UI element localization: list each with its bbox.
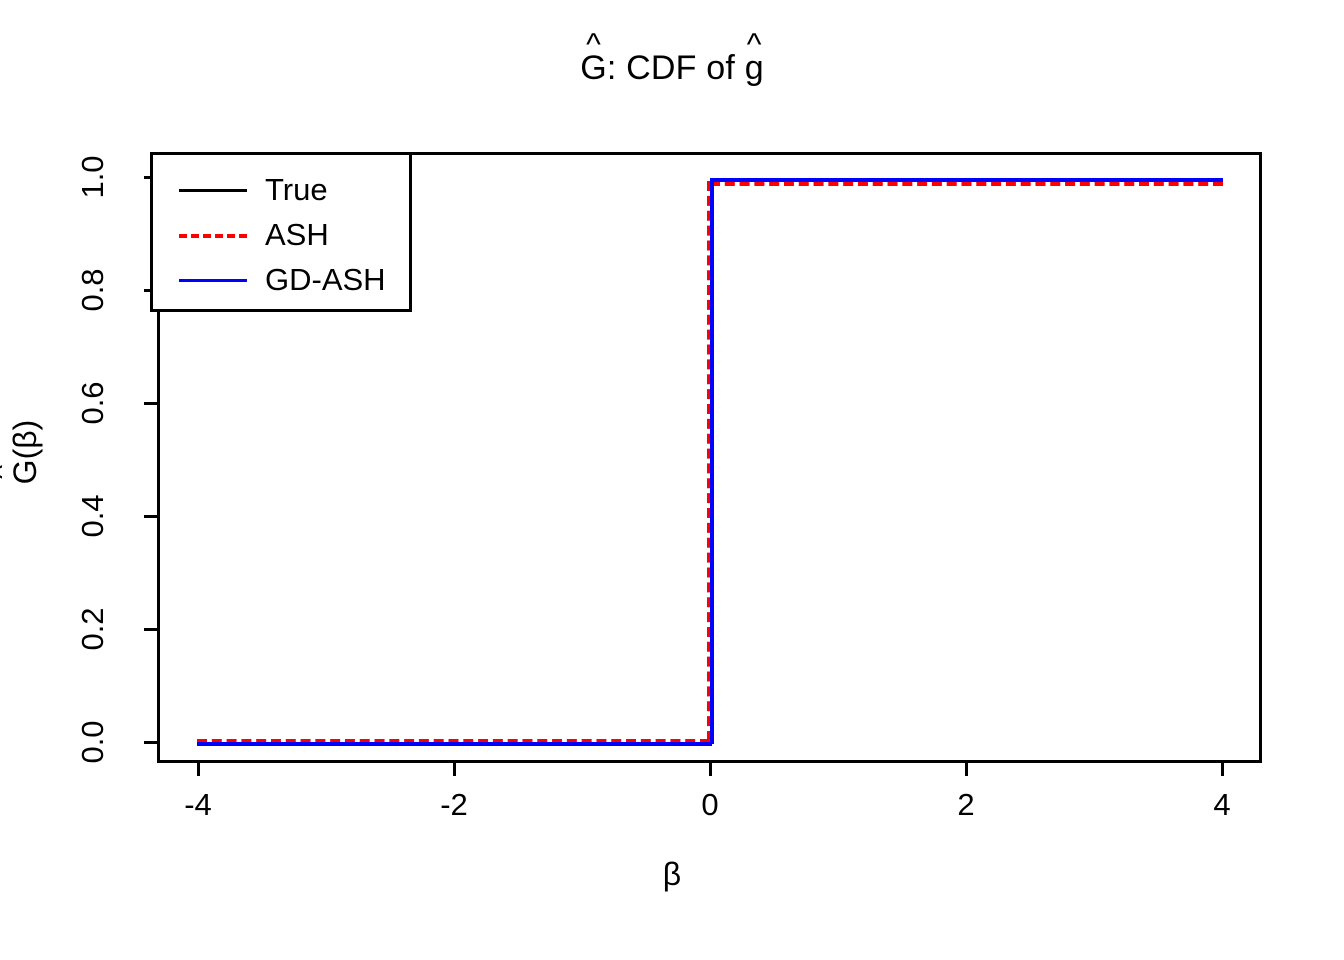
- title-g-lower: g: [744, 49, 764, 87]
- data-panel: [157, 152, 1262, 763]
- title-middle-text: : CDF of: [606, 49, 745, 87]
- legend-line-swatch-gdash: [179, 279, 247, 282]
- series-ash-segment-left: [197, 739, 710, 744]
- legend-item-gdash: GD-ASH: [153, 257, 415, 303]
- ylab-rest: (β): [7, 419, 43, 460]
- x-tick-label: 0: [701, 787, 719, 822]
- series-ash-segment-riser: [707, 181, 712, 741]
- legend-label-ash: ASH: [265, 217, 329, 252]
- legend-item-ash: ASH: [153, 212, 415, 258]
- title-g-lower-hat: ^ g: [744, 29, 764, 88]
- plot-frame-box: [157, 152, 1262, 763]
- legend-line-swatch-ash: [179, 234, 247, 238]
- y-tick-label: 0.0: [75, 720, 110, 764]
- ylab-g-hat: ^G: [0, 459, 44, 485]
- x-tick-label: -2: [440, 787, 468, 822]
- x-tick-label: 2: [957, 787, 975, 822]
- legend-line-swatch-true: [179, 189, 247, 192]
- legend-label-gdash: GD-ASH: [265, 262, 386, 297]
- y-tick-mark: [144, 515, 157, 518]
- x-tick-label: 4: [1213, 787, 1231, 822]
- title-g-upper: G: [580, 49, 607, 87]
- legend-label-true: True: [265, 172, 328, 207]
- y-tick-mark: [144, 741, 157, 744]
- x-tick-mark: [709, 763, 712, 776]
- series-gdash-segment-riser: [710, 178, 714, 744]
- title-g-hat: ^ G: [580, 29, 607, 88]
- x-tick-label: -4: [184, 787, 212, 822]
- x-tick-mark: [197, 763, 200, 776]
- y-tick-label: 0.8: [75, 268, 110, 312]
- ylab-g-upper: G: [7, 459, 43, 485]
- x-tick-mark: [1221, 763, 1224, 776]
- series-gdash-segment-left: [197, 742, 712, 746]
- x-axis-label: β: [662, 856, 682, 892]
- y-tick-label: 0.2: [75, 607, 110, 651]
- legend: True ASH GD-ASH: [150, 152, 412, 312]
- series-gdash-segment-right: [710, 178, 1223, 182]
- legend-item-true: True: [153, 167, 415, 213]
- x-tick-mark: [453, 763, 456, 776]
- page-title: ^ G: CDF of ^ g: [0, 29, 1344, 88]
- y-tick-mark: [144, 402, 157, 405]
- x-tick-mark: [965, 763, 968, 776]
- y-tick-mark: [144, 628, 157, 631]
- y-axis-label: ^G(β): [0, 392, 85, 512]
- series-ash-segment-right: [710, 181, 1223, 186]
- y-tick-label: 1.0: [75, 155, 110, 199]
